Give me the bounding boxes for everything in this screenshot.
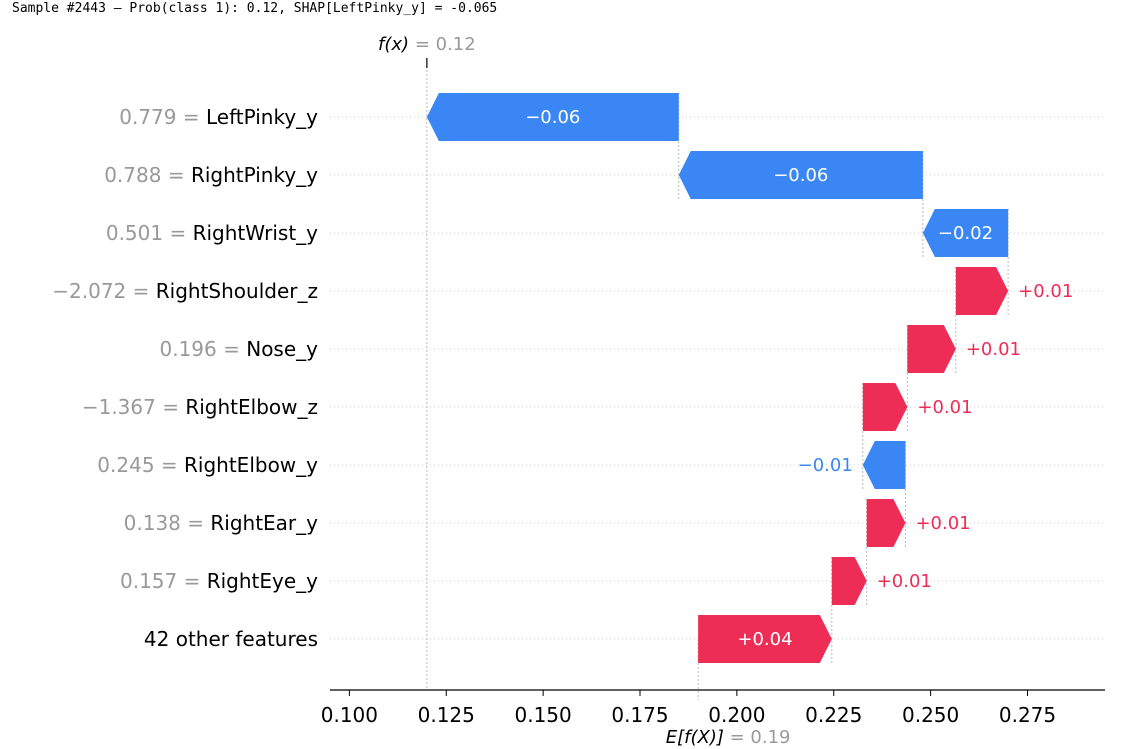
bar-value-label: +0.01 xyxy=(877,571,932,592)
feature-value: 0.157 = xyxy=(120,569,207,593)
feature-value: 0.138 = xyxy=(124,511,211,535)
waterfall-bar xyxy=(831,557,867,605)
feature-label: −2.072 = RightShoulder_z xyxy=(52,279,318,303)
feature-label: 0.196 = Nose_y xyxy=(160,337,319,361)
bar-value-label: −0.01 xyxy=(798,455,853,476)
waterfall-bar xyxy=(866,499,906,547)
base-value: = 0.19 xyxy=(724,727,791,748)
waterfall-bar xyxy=(862,441,906,489)
feature-name: LeftPinky_y xyxy=(206,105,318,129)
feature-value: 0.501 = xyxy=(106,221,193,245)
feature-label: 0.245 = RightElbow_y xyxy=(97,453,318,477)
feature-label: 0.788 = RightPinky_y xyxy=(104,163,318,187)
feature-label: 0.779 = LeftPinky_y xyxy=(119,105,318,129)
feature-name: RightShoulder_z xyxy=(156,279,318,303)
feature-value: 0.788 = xyxy=(104,163,191,187)
feature-name: Nose_y xyxy=(246,337,318,361)
bar-value-label: −0.06 xyxy=(525,107,580,128)
x-tick-label: 0.200 xyxy=(708,703,765,727)
bar-value-label: +0.01 xyxy=(1018,281,1073,302)
x-tick-label: 0.150 xyxy=(514,703,571,727)
feature-label: 42 other features xyxy=(144,627,318,651)
feature-name: 42 other features xyxy=(144,627,318,651)
waterfall-bar xyxy=(955,267,1009,315)
feature-value: 0.196 = xyxy=(160,337,247,361)
x-tick-label: 0.250 xyxy=(902,703,959,727)
base-label: E[f(X)] xyxy=(666,727,724,748)
feature-value: −1.367 = xyxy=(82,395,186,419)
feature-label: 0.138 = RightEar_y xyxy=(124,511,319,535)
feature-name: RightWrist_y xyxy=(193,221,319,245)
fx-annotation: f(x) = 0.12 xyxy=(378,34,476,55)
feature-value: 0.245 = xyxy=(97,453,184,477)
feature-name: RightElbow_y xyxy=(184,453,318,477)
base-annotation: E[f(X)] = 0.19 xyxy=(666,727,791,748)
feature-name: RightEye_y xyxy=(207,569,318,593)
x-tick-label: 0.175 xyxy=(611,703,668,727)
bar-value-label: −0.02 xyxy=(938,223,993,244)
feature-name: RightPinky_y xyxy=(191,163,318,187)
bar-value-label: +0.01 xyxy=(915,513,970,534)
x-tick-label: 0.225 xyxy=(805,703,862,727)
x-tick-label: 0.100 xyxy=(321,703,378,727)
feature-value: 0.779 = xyxy=(119,105,206,129)
bar-value-label: +0.01 xyxy=(966,339,1021,360)
waterfall-bar xyxy=(907,325,956,373)
waterfall-bar xyxy=(678,151,923,199)
waterfall-bar xyxy=(922,209,1009,257)
bar-value-label: +0.01 xyxy=(917,397,972,418)
waterfall-bar xyxy=(426,93,679,141)
x-tick-label: 0.125 xyxy=(418,703,475,727)
waterfall-bar xyxy=(698,615,832,663)
fx-value: = 0.12 xyxy=(409,34,476,55)
feature-label: 0.157 = RightEye_y xyxy=(120,569,318,593)
fx-label: f(x) xyxy=(378,34,409,55)
feature-label: 0.501 = RightWrist_y xyxy=(106,221,318,245)
feature-value: −2.072 = xyxy=(52,279,156,303)
bar-value-label: −0.06 xyxy=(773,165,828,186)
x-tick-label: 0.275 xyxy=(999,703,1056,727)
feature-name: RightEar_y xyxy=(210,511,318,535)
feature-name: RightElbow_z xyxy=(185,395,318,419)
feature-label: −1.367 = RightElbow_z xyxy=(82,395,318,419)
waterfall-bar xyxy=(862,383,908,431)
chart-header: Sample #2443 — Prob(class 1): 0.12, SHAP… xyxy=(12,1,498,16)
bar-value-label: +0.04 xyxy=(737,629,792,650)
